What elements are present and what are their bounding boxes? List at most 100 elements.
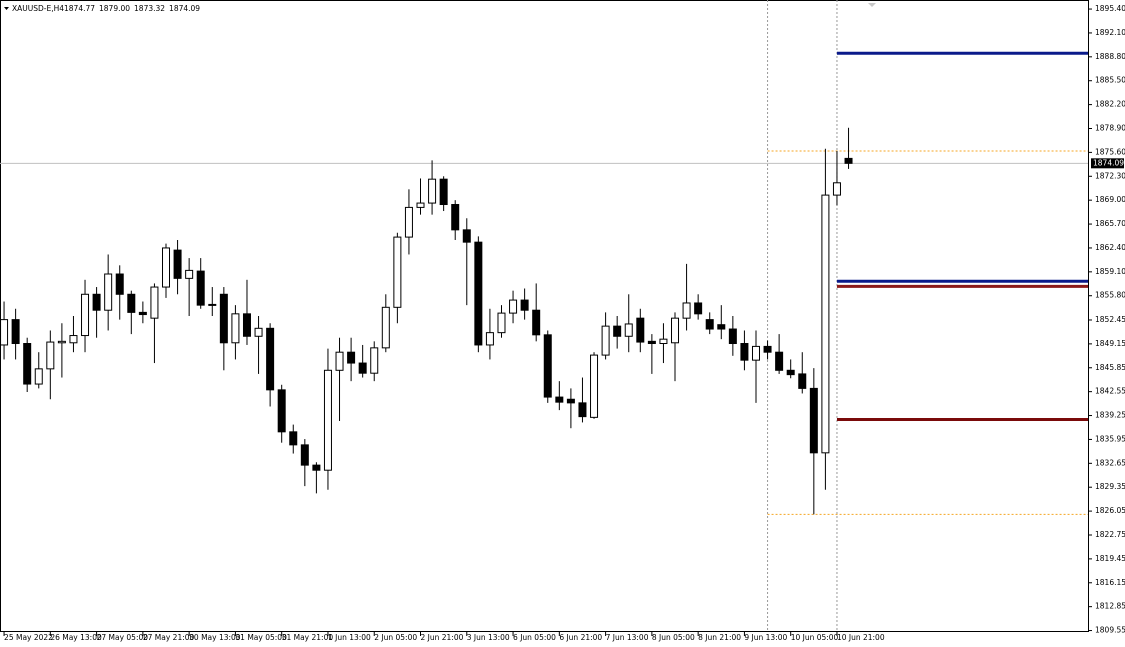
candle-body: [624, 323, 633, 337]
x-tick-label: 27 May 21:00: [143, 633, 195, 642]
y-tick-label: 1878.90: [1095, 123, 1125, 132]
x-tick-label: 3 Jun 13:00: [467, 633, 510, 642]
y-tick-label: 1809.55: [1095, 626, 1125, 635]
candle-body: [347, 351, 356, 364]
y-tick-label: 1826.05: [1095, 506, 1125, 515]
candle-body: [509, 299, 518, 314]
x-tick-label: 31 May 05:00: [235, 633, 287, 642]
candle-body: [11, 319, 20, 345]
candle-body: [277, 389, 286, 433]
y-tick-label: 1835.95: [1095, 434, 1125, 443]
candle-body: [485, 332, 494, 346]
y-tick-label: 1816.15: [1095, 578, 1125, 587]
candle-body: [821, 194, 830, 454]
x-tick-label: 2 Jun 05:00: [374, 633, 417, 642]
candle-body: [740, 343, 749, 361]
x-tick-label: 25 May 2022: [4, 633, 53, 642]
x-tick-label: 26 May 13:00: [50, 633, 102, 642]
candle-body: [404, 206, 413, 238]
y-tick-label: 1862.40: [1095, 243, 1125, 252]
candle-body: [462, 229, 471, 243]
candle-body: [809, 387, 818, 454]
candle-body: [671, 317, 680, 344]
candle-body: [127, 293, 136, 313]
candle-body: [254, 327, 263, 337]
candle-body: [266, 327, 275, 391]
candle-body: [57, 340, 66, 344]
candle-body: [196, 270, 205, 306]
plot-frame: [0, 0, 1089, 632]
candle-body: [682, 302, 691, 319]
y-tick-label: 1842.55: [1095, 387, 1125, 396]
candle-body: [786, 369, 795, 376]
candle-body: [185, 269, 194, 279]
candle-body: [46, 341, 55, 370]
candle-body: [34, 368, 43, 385]
x-tick-label: 10 Jun 21:00: [837, 633, 885, 642]
y-tick-label: 1875.60: [1095, 147, 1125, 156]
candle-body: [844, 157, 853, 164]
y-tick-label: 1829.35: [1095, 482, 1125, 491]
menu-arrow: [4, 7, 9, 10]
candle-body: [289, 431, 298, 446]
symbol: XAUUSD-E,H4: [12, 4, 64, 13]
x-tick-label: 30 May 13:00: [189, 633, 241, 642]
y-tick-label: 1822.75: [1095, 530, 1125, 539]
candle-body: [578, 402, 587, 418]
candle-body: [23, 343, 32, 385]
candle-body: [242, 313, 251, 337]
header-value: 1874.09: [169, 4, 200, 13]
candle-body: [520, 299, 529, 311]
candle-body: [358, 362, 367, 374]
x-tick-label: 9 Jun 13:00: [744, 633, 787, 642]
candle-body: [416, 202, 425, 208]
y-tick-label: 1852.45: [1095, 315, 1125, 324]
candle-body: [474, 241, 483, 346]
x-tick-label: 7 Jun 13:00: [606, 633, 649, 642]
candle-body: [601, 325, 610, 356]
header-value: 1879.00: [99, 4, 130, 13]
x-tick-label: 31 May 21:00: [282, 633, 334, 642]
candle-body: [497, 312, 506, 334]
candle-body: [208, 303, 217, 306]
candle-body: [115, 273, 124, 295]
x-tick-label: 1 Jun 13:00: [328, 633, 371, 642]
candle-body: [69, 335, 78, 344]
candle-body: [162, 247, 171, 288]
candle-body: [428, 178, 437, 204]
candle-body: [439, 178, 448, 206]
x-tick-label: 8 Jun 05:00: [652, 633, 695, 642]
y-tick-label: 1885.50: [1095, 76, 1125, 85]
candle-body: [717, 324, 726, 330]
y-tick-label: 1832.65: [1095, 458, 1125, 467]
candle-body: [173, 249, 182, 279]
candle-body: [150, 286, 159, 319]
candle-body: [92, 293, 101, 311]
candle-body: [370, 347, 379, 374]
candle-body: [219, 293, 228, 344]
candle-body: [231, 313, 240, 344]
candle-body: [636, 317, 645, 343]
candle-body: [323, 369, 332, 471]
y-tick-label: 1819.45: [1095, 554, 1125, 563]
x-tick-label: 8 Jun 21:00: [698, 633, 741, 642]
candle-body: [659, 338, 668, 345]
candle-body: [138, 311, 147, 316]
y-tick-label: 1865.70: [1095, 219, 1125, 228]
y-tick-label: 1882.20: [1095, 100, 1125, 109]
candle-body: [694, 302, 703, 315]
y-tick-label: 1859.10: [1095, 267, 1125, 276]
candle-body: [798, 373, 807, 389]
candle-body: [543, 334, 552, 398]
candle-body: [728, 328, 737, 345]
candle-body: [555, 396, 564, 403]
y-tick-label: 1849.15: [1095, 339, 1125, 348]
candle-body: [104, 273, 113, 311]
x-tick-label: 10 Jun 05:00: [791, 633, 839, 642]
candle-body: [312, 464, 321, 471]
candle-body: [775, 351, 784, 371]
y-tick-label: 1888.80: [1095, 52, 1125, 61]
x-tick-label: 6 Jun 05:00: [513, 633, 556, 642]
